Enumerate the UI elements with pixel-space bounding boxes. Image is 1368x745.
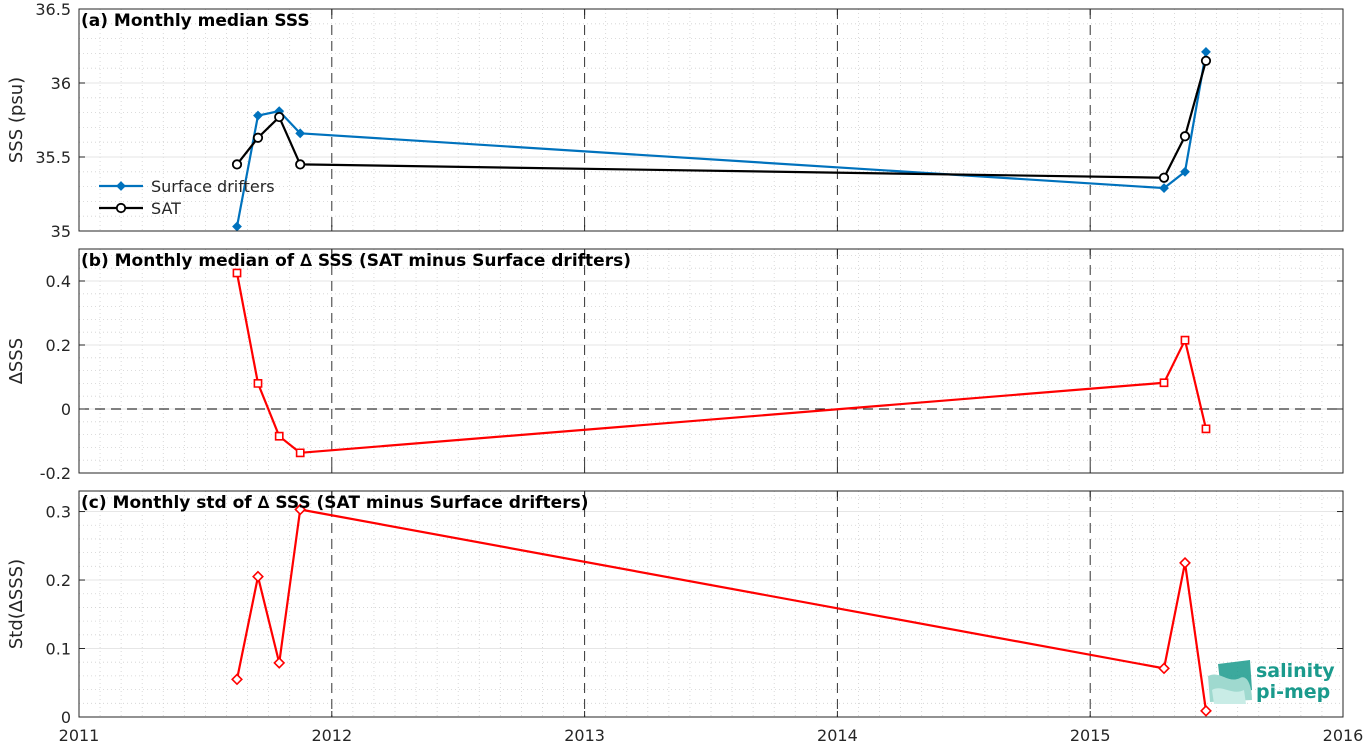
panel-title: (c) Monthly std of ∆ SSS (SAT minus Surf… [81, 493, 588, 513]
y-tick-label: 0.2 [46, 336, 71, 355]
data-point [1180, 166, 1190, 177]
x-tick-label: 2016 [1323, 726, 1364, 745]
panel-c-std-delta-sss: 0 0.1 0.2 0.3 Std(∆SSS) (c) Monthly std of ∆ … [6, 490, 1344, 727]
legend: Surface drifters SAT [99, 177, 275, 218]
data-point [1200, 704, 1212, 717]
legend-label: SAT [151, 199, 181, 218]
data-point [231, 673, 243, 686]
data-point [1179, 556, 1191, 569]
y-tick-label: 36 [51, 74, 71, 93]
data-point [1201, 424, 1211, 434]
y-tick-label: 0 [61, 400, 71, 419]
data-point [1159, 183, 1169, 193]
x-axis: 2011 2012 2013 2014 2015 2016 [59, 726, 1364, 745]
y-tick-label: 0.4 [46, 272, 71, 291]
panel-a-median-sss: 35 35.5 36 36.5 SSS (psu) (a) Monthly median … [6, 0, 1344, 241]
data-point [295, 159, 306, 170]
logo-text-line2: pi-mep [1256, 681, 1330, 703]
data-point [273, 656, 286, 669]
data-point [1200, 55, 1212, 66]
year-lines [331, 249, 1091, 473]
legend-label: Surface drifters [151, 177, 275, 196]
y-tick-label: 0.1 [46, 640, 71, 659]
data-point [295, 128, 306, 139]
legend-marker [115, 202, 127, 214]
x-tick-label: 2013 [564, 726, 605, 745]
data-point [274, 111, 285, 123]
data-point [274, 431, 284, 441]
logo-wave-front [1212, 688, 1246, 704]
y-axis-label: Std(∆SSS) [6, 559, 27, 649]
y-tick-label: 0.3 [46, 503, 71, 522]
panel-title: (a) Monthly median SSS [81, 11, 310, 31]
legend-marker [116, 181, 126, 191]
data-point [294, 503, 307, 516]
x-tick-label: 2014 [817, 726, 858, 745]
x-tick-label: 2011 [59, 726, 100, 745]
logo-text-line1: salinity [1256, 660, 1335, 682]
data-point [295, 448, 305, 458]
axes-frame [78, 8, 1344, 232]
data-point [1179, 131, 1191, 142]
data-point [253, 379, 263, 388]
data-point [232, 268, 242, 278]
data-point [253, 110, 263, 121]
data-point [252, 132, 264, 143]
axes-frame [78, 490, 1344, 718]
year-lines [331, 9, 1091, 231]
data-point [1180, 335, 1190, 345]
x-tick-label: 2012 [311, 726, 352, 745]
x-tick-label: 2015 [1070, 726, 1111, 745]
data-point [1158, 172, 1170, 183]
y-axis-label: SSS (psu) [6, 77, 27, 163]
y-axis-label: ∆SSS [6, 338, 27, 385]
y-tick-label: 0.2 [46, 571, 71, 590]
panel-title: (b) Monthly median of ∆ SSS (SAT minus S… [81, 251, 631, 271]
y-tick-label: 36.5 [35, 0, 71, 19]
data-point [252, 570, 264, 583]
y-tick-label: 35 [51, 222, 71, 241]
data-point [1158, 662, 1170, 675]
panel-b-median-delta-sss: -0.2 0 0.2 0.4 ∆SSS (b) Monthly median of ∆ S… [6, 248, 1344, 483]
data-point [231, 159, 243, 170]
year-lines [331, 491, 1091, 717]
y-tick-label: 0 [61, 708, 71, 727]
axes-frame [78, 248, 1344, 474]
data-point [1159, 378, 1169, 388]
y-tick-label: -0.2 [40, 464, 71, 483]
y-tick-label: 35.5 [35, 148, 71, 167]
